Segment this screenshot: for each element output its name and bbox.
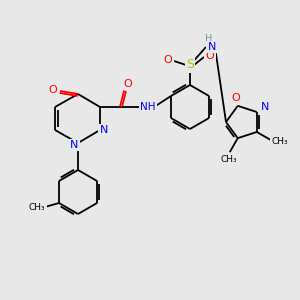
Text: N: N bbox=[70, 140, 78, 150]
Text: O: O bbox=[124, 79, 132, 89]
Text: H: H bbox=[205, 34, 213, 44]
Text: N: N bbox=[100, 125, 108, 135]
Text: O: O bbox=[231, 93, 240, 103]
Text: S: S bbox=[186, 58, 194, 71]
Text: CH₃: CH₃ bbox=[28, 203, 45, 212]
Text: CH₃: CH₃ bbox=[272, 137, 288, 146]
Text: O: O bbox=[164, 55, 172, 65]
Text: O: O bbox=[206, 51, 214, 61]
Text: CH₃: CH₃ bbox=[220, 155, 237, 164]
Text: O: O bbox=[49, 85, 57, 95]
Text: NH: NH bbox=[140, 102, 156, 112]
Text: N: N bbox=[261, 102, 269, 112]
Text: N: N bbox=[208, 42, 216, 52]
